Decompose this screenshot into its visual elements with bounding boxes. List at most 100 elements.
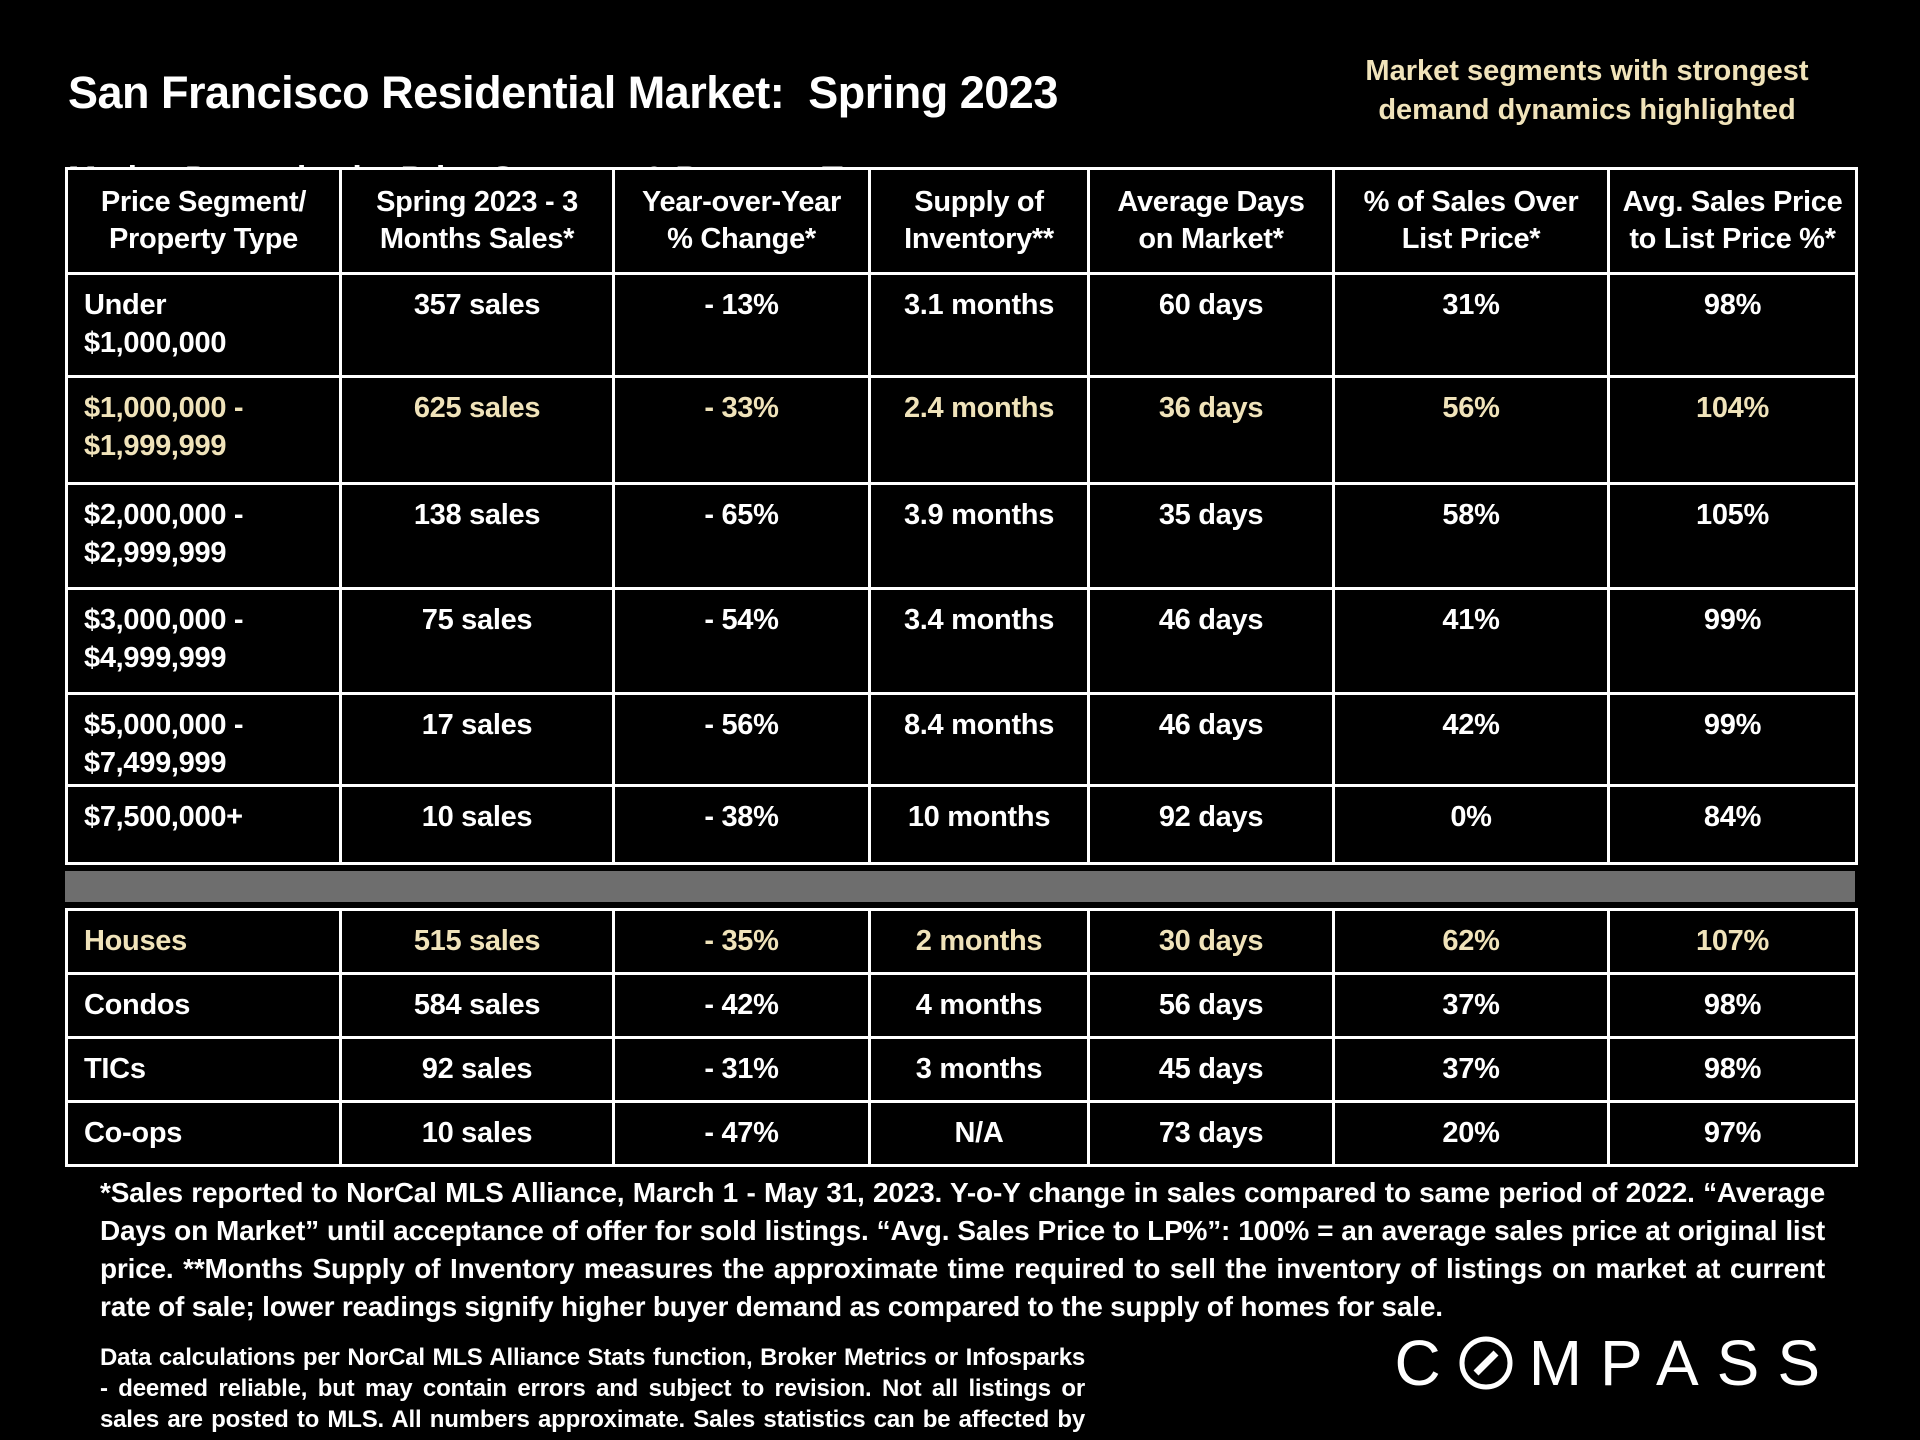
table-cell: 98% xyxy=(1607,272,1858,378)
table-cell: 92 sales xyxy=(339,1036,615,1103)
table-cell: 97% xyxy=(1607,1100,1858,1167)
table-cell: 10 sales xyxy=(339,1100,615,1167)
column-header: Supply of Inventory** xyxy=(868,167,1090,275)
table-cell: 56% xyxy=(1332,375,1610,485)
table-cell: 105% xyxy=(1607,482,1858,590)
table-cell: 41% xyxy=(1332,587,1610,695)
table-cell: 357 sales xyxy=(339,272,615,378)
table-cell: 75 sales xyxy=(339,587,615,695)
table-cell: 35 days xyxy=(1087,482,1335,590)
table-cell: 10 months xyxy=(868,784,1090,865)
table-row: Houses 515 sales - 35% 2 months 30 days … xyxy=(65,908,1858,975)
table-cell: 46 days xyxy=(1087,587,1335,695)
table-cell: 4 months xyxy=(868,972,1090,1039)
table-cell: 36 days xyxy=(1087,375,1335,485)
table-cell: - 47% xyxy=(612,1100,871,1167)
table-cell: 37% xyxy=(1332,972,1610,1039)
table-cell: 0% xyxy=(1332,784,1610,865)
table-cell: 8.4 months xyxy=(868,692,1090,787)
row-label-cell: $2,000,000 - $2,999,999 xyxy=(65,482,342,590)
table-header-row: Price Segment/Property Type Spring 2023 … xyxy=(65,167,1858,275)
table-cell: - 56% xyxy=(612,692,871,787)
table-cell: 625 sales xyxy=(339,375,615,485)
column-header: Avg. Sales Price to List Price %* xyxy=(1607,167,1858,275)
column-header: Year-over-Year% Change* xyxy=(612,167,871,275)
logo-letters: MPASS xyxy=(1528,1327,1838,1399)
table-cell: 98% xyxy=(1607,972,1858,1039)
table-cell: - 38% xyxy=(612,784,871,865)
table-row: Condos 584 sales - 42% 4 months 56 days … xyxy=(65,972,1858,1039)
row-label-cell: Under $1,000,000 xyxy=(65,272,342,378)
table-cell: N/A xyxy=(868,1100,1090,1167)
table-cell: 515 sales xyxy=(339,908,615,975)
table-cell: 46 days xyxy=(1087,692,1335,787)
table-cell: 37% xyxy=(1332,1036,1610,1103)
table-row: Co-ops 10 sales - 47% N/A 73 days 20% 97… xyxy=(65,1100,1858,1167)
table-cell: 104% xyxy=(1607,375,1858,485)
table-row: $5,000,000 - $7,499,999 17 sales - 56% 8.… xyxy=(65,692,1858,787)
column-header: Price Segment/Property Type xyxy=(65,167,342,275)
table-cell: 98% xyxy=(1607,1036,1858,1103)
table-cell: 30 days xyxy=(1087,908,1335,975)
table-cell: 92 days xyxy=(1087,784,1335,865)
column-header: Spring 2023 - 3 Months Sales* xyxy=(339,167,615,275)
table-cell: 60 days xyxy=(1087,272,1335,378)
table-cell: 20% xyxy=(1332,1100,1610,1167)
table-row: Under $1,000,000 357 sales - 13% 3.1 mont… xyxy=(65,272,1858,378)
table-cell: 73 days xyxy=(1087,1100,1335,1167)
table-cell: 3.4 months xyxy=(868,587,1090,695)
table-row: $7,500,000+ 10 sales - 38% 10 months 92 … xyxy=(65,784,1858,865)
row-label-cell: $7,500,000+ xyxy=(65,784,342,865)
market-table: Price Segment/Property Type Spring 2023 … xyxy=(65,167,1858,1167)
row-label-cell: Condos xyxy=(65,972,342,1039)
table-cell: 42% xyxy=(1332,692,1610,787)
logo-letter-c: C xyxy=(1394,1327,1459,1399)
table-cell: 84% xyxy=(1607,784,1858,865)
table-cell: - 31% xyxy=(612,1036,871,1103)
row-label-cell: Houses xyxy=(65,908,342,975)
table-cell: 2.4 months xyxy=(868,375,1090,485)
footnote-secondary: Data calculations per NorCal MLS Allianc… xyxy=(100,1344,1085,1440)
table-cell: 99% xyxy=(1607,692,1858,787)
table-cell: - 54% xyxy=(612,587,871,695)
table-cell: 3.1 months xyxy=(868,272,1090,378)
row-label-cell: $1,000,000 - $1,999,999 xyxy=(65,375,342,485)
column-header: % of Sales Over List Price* xyxy=(1332,167,1610,275)
row-label-cell: $3,000,000 - $4,999,999 xyxy=(65,587,342,695)
table-cell: 17 sales xyxy=(339,692,615,787)
table-cell: 3.9 months xyxy=(868,482,1090,590)
row-label-cell: $5,000,000 - $7,499,999 xyxy=(65,692,342,787)
table-cell: 58% xyxy=(1332,482,1610,590)
table-cell: - 42% xyxy=(612,972,871,1039)
table-cell: - 33% xyxy=(612,375,871,485)
footnote-primary: *Sales reported to NorCal MLS Alliance, … xyxy=(100,1177,1825,1323)
compass-needle-icon xyxy=(1459,1336,1513,1390)
table-cell: - 65% xyxy=(612,482,871,590)
row-label-cell: Co-ops xyxy=(65,1100,342,1167)
table-row: $3,000,000 - $4,999,999 75 sales - 54% 3.… xyxy=(65,587,1858,695)
table-cell: 584 sales xyxy=(339,972,615,1039)
table-cell: - 35% xyxy=(612,908,871,975)
table-cell: 10 sales xyxy=(339,784,615,865)
table-row: $2,000,000 - $2,999,999 138 sales - 65% 3… xyxy=(65,482,1858,590)
table-cell: 45 days xyxy=(1087,1036,1335,1103)
section-divider xyxy=(65,871,1855,902)
price-segment-table: Price Segment/Property Type Spring 2023 … xyxy=(65,167,1858,865)
property-type-table: Houses 515 sales - 35% 2 months 30 days … xyxy=(65,908,1858,1167)
table-cell: 107% xyxy=(1607,908,1858,975)
table-row: $1,000,000 - $1,999,999 625 sales - 33% 2… xyxy=(65,375,1858,485)
table-cell: 99% xyxy=(1607,587,1858,695)
column-header: Average Days on Market* xyxy=(1087,167,1335,275)
table-cell: 62% xyxy=(1332,908,1610,975)
row-label-cell: TICs xyxy=(65,1036,342,1103)
table-cell: 2 months xyxy=(868,908,1090,975)
highlight-note: Market segments with strongest demand dy… xyxy=(1365,55,1809,127)
table-cell: - 13% xyxy=(612,272,871,378)
compass-logo: C MPASS xyxy=(1394,1326,1838,1400)
table-row: TICs 92 sales - 31% 3 months 45 days 37%… xyxy=(65,1036,1858,1103)
page-title: San Francisco Residential Market: Spring… xyxy=(68,67,1058,118)
table-cell: 138 sales xyxy=(339,482,615,590)
table-cell: 56 days xyxy=(1087,972,1335,1039)
table-cell: 31% xyxy=(1332,272,1610,378)
